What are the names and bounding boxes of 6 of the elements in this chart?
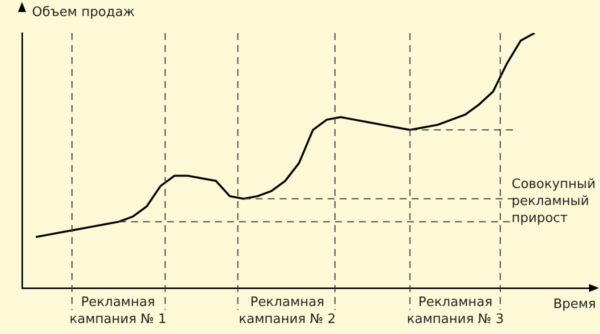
text: Рекламная кампания № 2 [238,294,336,327]
text: Рекламная кампания № 1 [70,294,166,327]
text: Рекламная кампания № 3 [406,294,504,327]
x-axis-title: Время [553,296,596,312]
y-axis-title: Объем продаж [32,4,136,20]
annotation: Совокупный рекламный прирост [512,177,596,226]
